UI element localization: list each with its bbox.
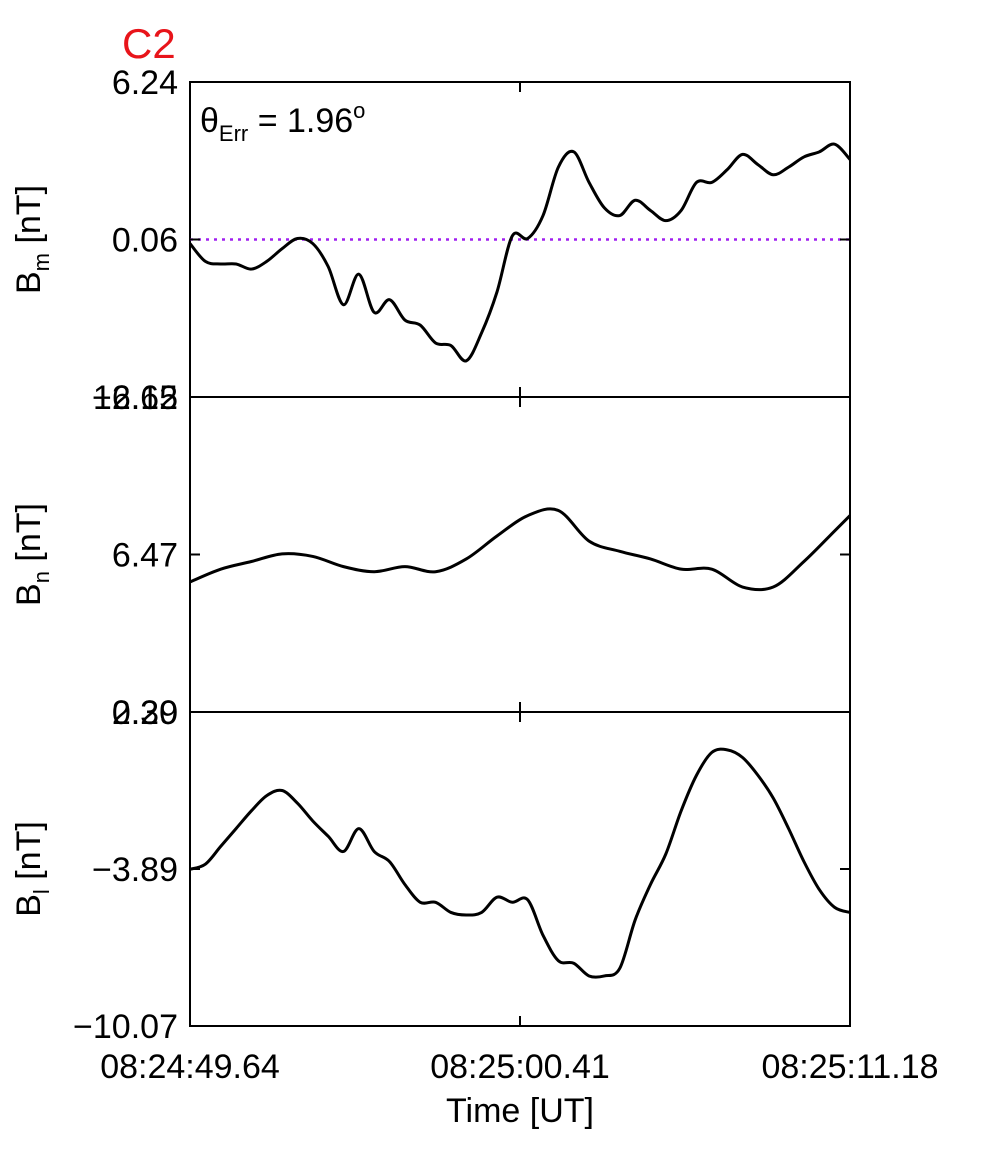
series-line-bl — [189, 747, 851, 979]
x-tick-label: 08:25:00.41 — [430, 1048, 610, 1086]
theta-superscript: o — [353, 98, 365, 123]
y-tick-label: −10.07 — [73, 1008, 178, 1046]
panel-bl: 2.29 −3.89 −10.07 Bl [nT] — [10, 694, 851, 1046]
x-tick-label: 08:25:11.18 — [761, 1048, 938, 1086]
y-tick-label: −6.12 — [92, 379, 178, 417]
y-axis-label: Bm [nT] — [10, 185, 54, 294]
series-line-bm — [188, 142, 852, 363]
x-tick-label: 08:24:49.64 — [100, 1048, 280, 1086]
theta-subscript: Err — [219, 121, 248, 146]
y-tick-label: 2.29 — [112, 694, 178, 732]
y-tick-label: −3.89 — [92, 851, 178, 889]
y-tick-label: 6.47 — [112, 537, 178, 575]
y-tick-label: 12.65 — [93, 379, 178, 417]
y-axis-label: Bn [nT] — [10, 503, 54, 606]
theta-value: = 1.96 — [248, 102, 353, 140]
x-axis: 08:24:49.64 08:25:00.41 08:25:11.18 Time [U… — [100, 1048, 938, 1130]
y-axis-label: Bl [nT] — [10, 821, 54, 917]
theta-symbol: θ — [200, 102, 219, 140]
panels: 6.24 0.06 −6.12 Bm [nT] 12.65 6.47 0.30 Bn [nT]… — [10, 64, 852, 1046]
figure-title: C2 — [122, 20, 176, 67]
svg-text:θErr = 1.96o: θErr = 1.96o — [200, 98, 365, 146]
panel-frame — [189, 711, 851, 1027]
panel-bm: 6.24 0.06 −6.12 Bm [nT] — [10, 64, 852, 417]
series-line-bn — [189, 507, 852, 592]
panel-bn: 12.65 6.47 0.30 Bn [nT] — [10, 379, 852, 732]
y-tick-label: 0.30 — [112, 694, 178, 732]
x-axis-label: Time [UT] — [446, 1092, 594, 1130]
y-tick-label: 6.24 — [112, 64, 178, 102]
theta-err-annotation: θErr = 1.96o — [200, 98, 365, 146]
y-tick-label: 0.06 — [112, 222, 178, 260]
